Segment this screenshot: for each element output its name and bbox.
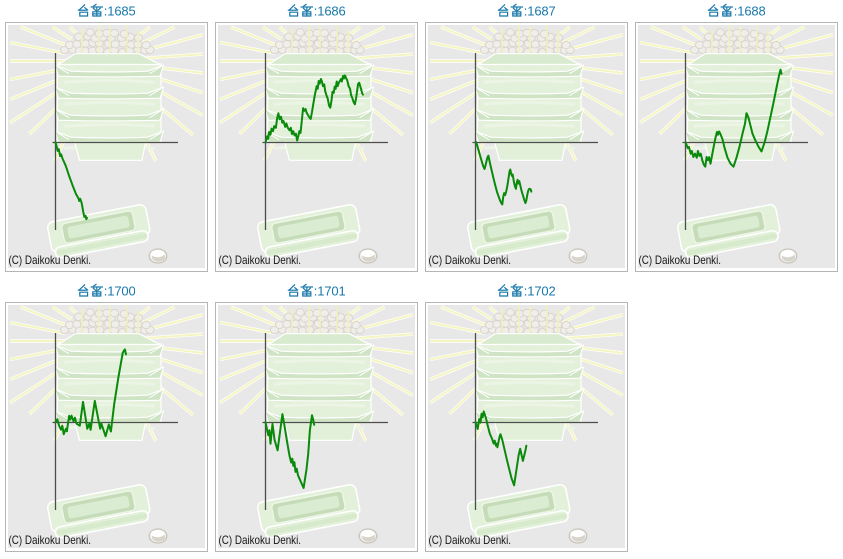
svg-text::1702: :1702: [524, 284, 555, 298]
svg-text:(C) Daikoku Denki.: (C) Daikoku Denki.: [428, 533, 511, 547]
svg-text:(C) Daikoku Denki.: (C) Daikoku Denki.: [218, 253, 301, 267]
svg-text:(C) Daikoku Denki.: (C) Daikoku Denki.: [218, 533, 301, 547]
svg-text:(C) Daikoku Denki.: (C) Daikoku Denki.: [8, 533, 91, 547]
svg-text::1685: :1685: [104, 4, 135, 18]
svg-text:(C) Daikoku Denki.: (C) Daikoku Denki.: [638, 253, 721, 267]
svg-text::1686: :1686: [314, 4, 345, 18]
svg-text:(C) Daikoku Denki.: (C) Daikoku Denki.: [428, 253, 511, 267]
svg-text::1700: :1700: [104, 284, 135, 298]
svg-text::1701: :1701: [314, 284, 345, 298]
svg-text::1688: :1688: [734, 4, 765, 18]
svg-text::1687: :1687: [524, 4, 555, 18]
svg-text:(C) Daikoku Denki.: (C) Daikoku Denki.: [8, 253, 91, 267]
